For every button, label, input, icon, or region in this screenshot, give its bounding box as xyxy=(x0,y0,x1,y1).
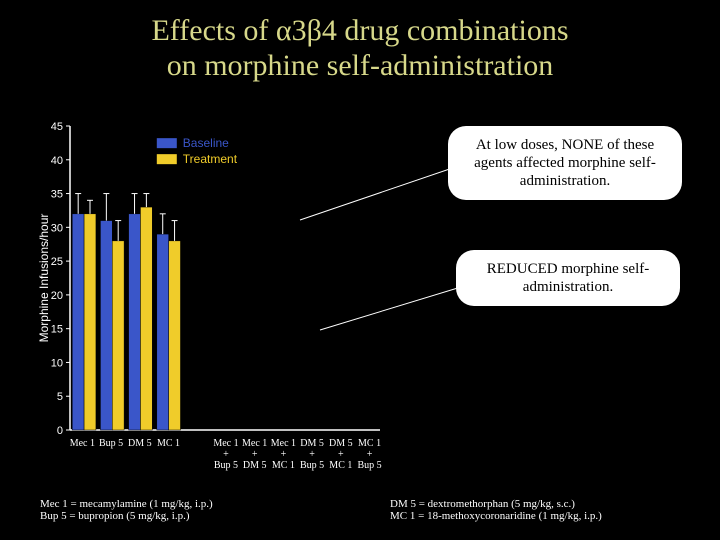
x-tick-label xyxy=(68,460,97,471)
x-tick-label: MC 1 xyxy=(269,460,298,471)
x-tick-label: + xyxy=(326,449,355,460)
chart-svg: 0 5 10 15 20 25 30 35 40 45 Morphine Infusions/hou… xyxy=(36,118,384,438)
x-tick-label: + xyxy=(240,449,269,460)
callout-text: At low doses, NONE of these agents affec… xyxy=(474,137,656,189)
svg-text:Morphine Infusions/hour: Morphine Infusions/hour xyxy=(37,214,51,343)
svg-text:5: 5 xyxy=(57,391,63,403)
x-tick-label: Mec 1 xyxy=(68,438,97,449)
svg-text:Baseline: Baseline xyxy=(183,136,229,150)
x-tick-label xyxy=(68,449,97,460)
svg-text:10: 10 xyxy=(51,357,63,369)
x-tick-label: Bup 5 xyxy=(212,460,241,471)
x-tick-label xyxy=(183,460,212,471)
x-tick-label: Bup 5 xyxy=(97,438,126,449)
footnotes: Mec 1 = mecamylamine (1 mg/kg, i.p.) Bup… xyxy=(40,498,700,522)
x-tick-label: MC 1 xyxy=(154,438,183,449)
bar-chart: 0 5 10 15 20 25 30 35 40 45 Morphine Infusions/hou… xyxy=(36,118,384,438)
svg-text:35: 35 xyxy=(51,189,63,201)
footnote-line: Bup 5 = bupropion (5 mg/kg, i.p.) xyxy=(40,510,350,522)
callout-reduced: REDUCED morphine self-administration. xyxy=(456,250,680,306)
x-tick-label: DM 5 xyxy=(240,460,269,471)
footnote-col-right: DM 5 = dextromethorphan (5 mg/kg, s.c.) … xyxy=(390,498,700,522)
x-tick-label xyxy=(125,449,154,460)
x-tick-label xyxy=(97,449,126,460)
slide: Effects of α3β4 drug combinations on mor… xyxy=(0,0,720,540)
svg-text:25: 25 xyxy=(51,256,63,268)
x-tick-label xyxy=(183,449,212,460)
x-tick-label: + xyxy=(298,449,327,460)
callout-text: REDUCED morphine self-administration. xyxy=(487,261,649,295)
svg-text:45: 45 xyxy=(51,121,63,133)
title-line-1: Effects of α3β4 drug combinations xyxy=(151,14,568,47)
svg-text:20: 20 xyxy=(51,290,63,302)
x-tick-label: Bup 5 xyxy=(298,460,327,471)
svg-text:40: 40 xyxy=(51,155,63,167)
x-tick-label xyxy=(125,460,154,471)
footnote-line: MC 1 = 18-methoxycoronaridine (1 mg/kg, … xyxy=(390,510,700,522)
x-tick-label: + xyxy=(269,449,298,460)
footnote-line: DM 5 = dextromethorphan (5 mg/kg, s.c.) xyxy=(390,498,700,510)
x-tick-label: DM 5 xyxy=(326,438,355,449)
x-tick-label: DM 5 xyxy=(298,438,327,449)
slide-title: Effects of α3β4 drug combinations on mor… xyxy=(0,14,720,83)
title-line-2: on morphine self-administration xyxy=(167,49,554,82)
x-tick-label: + xyxy=(355,449,384,460)
x-tick-label: MC 1 xyxy=(355,438,384,449)
svg-text:30: 30 xyxy=(51,222,63,234)
callout-low-doses: At low doses, NONE of these agents affec… xyxy=(448,126,682,200)
svg-text:15: 15 xyxy=(51,324,63,336)
footnote-col-left: Mec 1 = mecamylamine (1 mg/kg, i.p.) Bup… xyxy=(40,498,350,522)
x-tick-label: Bup 5 xyxy=(355,460,384,471)
x-tick-label: MC 1 xyxy=(326,460,355,471)
x-tick-label xyxy=(183,438,212,449)
svg-text:Treatment: Treatment xyxy=(183,152,238,166)
x-axis-labels: Mec 1Bup 5DM 5MC 1 Mec 1Mec 1Mec 1DM 5DM… xyxy=(68,438,384,471)
x-tick-label xyxy=(154,460,183,471)
svg-text:0: 0 xyxy=(57,425,63,437)
x-tick-label: Mec 1 xyxy=(212,438,241,449)
footnote-line: Mec 1 = mecamylamine (1 mg/kg, i.p.) xyxy=(40,498,350,510)
x-tick-label: DM 5 xyxy=(125,438,154,449)
x-tick-label: Mec 1 xyxy=(240,438,269,449)
x-tick-label xyxy=(154,449,183,460)
x-tick-label: Mec 1 xyxy=(269,438,298,449)
x-tick-label xyxy=(97,460,126,471)
x-tick-label: + xyxy=(212,449,241,460)
